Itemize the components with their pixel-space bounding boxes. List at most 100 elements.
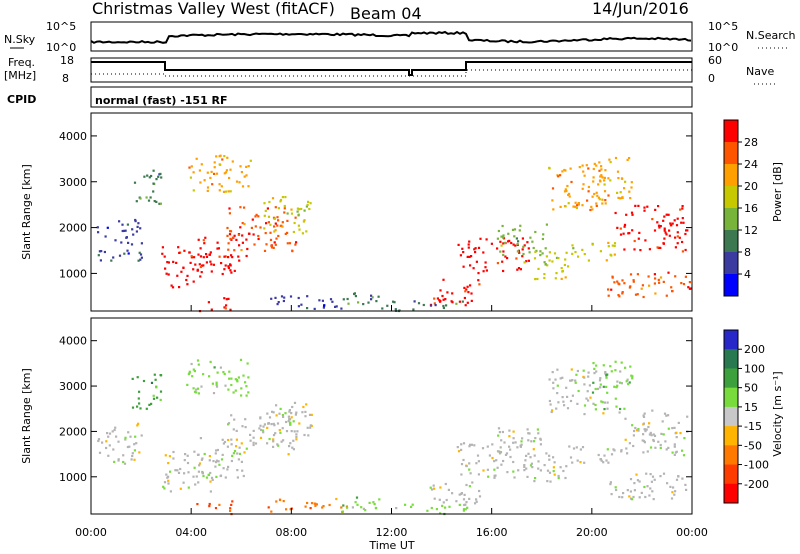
scatter-cell	[557, 401, 560, 404]
scatter-cell	[619, 227, 622, 230]
scatter-cell	[565, 189, 568, 193]
scatter-cell	[458, 503, 461, 506]
scatter-cell	[640, 491, 643, 494]
nsky-label: N.Sky	[4, 33, 36, 46]
scatter-cell	[600, 168, 603, 171]
scatter-cell	[212, 263, 215, 266]
scatter-cell	[569, 167, 572, 170]
scatter-cell	[563, 263, 566, 267]
scatter-cell	[534, 477, 537, 480]
scatter-cell	[262, 431, 265, 434]
scatter-cell	[477, 246, 481, 249]
scatter-cell	[533, 257, 537, 260]
scatter-cell	[439, 486, 442, 489]
scatter-cell	[302, 405, 305, 409]
scatter-cell	[215, 461, 218, 464]
scatter-cell	[641, 439, 644, 442]
scatter-cell	[609, 365, 612, 368]
scatter-cell	[231, 500, 234, 503]
scatter-cell	[131, 377, 134, 380]
scatter-cell	[501, 224, 504, 228]
scatter-cell	[548, 458, 551, 461]
scatter-cell	[462, 265, 465, 268]
scatter-cell	[633, 239, 636, 243]
scatter-cell	[293, 221, 296, 225]
scatter-cell	[546, 264, 549, 267]
scatter-cell	[215, 385, 219, 388]
scatter-cell	[281, 427, 284, 430]
cpid-panel	[90, 86, 693, 108]
scatter-cell	[599, 180, 602, 183]
scatter-cell	[134, 435, 137, 438]
scatter-cell	[448, 505, 451, 508]
scatter-cell	[577, 389, 580, 393]
scatter-cell	[219, 474, 223, 477]
scatter-cell	[137, 397, 140, 400]
scatter-cell	[567, 202, 570, 205]
scatter-cell	[200, 271, 203, 274]
scatter-cell	[519, 268, 522, 271]
scatter-cell	[237, 376, 240, 379]
scatter-cell	[313, 307, 316, 310]
scatter-cell	[678, 236, 681, 239]
scatter-cell	[600, 459, 603, 462]
scatter-cell	[571, 394, 574, 397]
scatter-cell	[603, 183, 606, 186]
scatter-cell	[289, 423, 292, 426]
scatter-cell	[301, 411, 304, 414]
scatter-cell	[293, 401, 297, 404]
scatter-cell	[561, 270, 564, 273]
scatter-cell	[473, 444, 476, 447]
scatter-cell	[464, 290, 467, 293]
scatter-cell	[295, 435, 298, 439]
scatter-cell	[628, 232, 631, 235]
scatter-cell	[118, 220, 121, 223]
scatter-cell	[300, 207, 303, 211]
scatter-cell	[551, 371, 554, 374]
scatter-cell	[591, 195, 594, 198]
scatter-cell	[198, 169, 201, 172]
scatter-cell	[430, 506, 433, 510]
scatter-cell	[221, 438, 224, 441]
scatter-cell	[231, 160, 234, 163]
scatter-cell	[650, 434, 653, 437]
scatter-cell	[439, 512, 442, 515]
scatter-cell	[241, 222, 244, 225]
scatter-cell	[671, 222, 674, 225]
scatter-cell	[265, 222, 268, 225]
scatter-cell	[201, 457, 204, 460]
scatter-cell	[270, 297, 273, 300]
scatter-cell	[101, 441, 104, 444]
scatter-cell	[283, 204, 286, 208]
scatter-cell	[671, 290, 674, 293]
scatter-cell	[230, 414, 233, 417]
scatter-cell	[431, 488, 434, 491]
scatter-cell	[606, 391, 609, 394]
scatter-cell	[466, 301, 469, 304]
scatter-cell	[546, 469, 550, 472]
scatter-cell	[623, 223, 627, 226]
scatter-cell	[198, 263, 201, 266]
scatter-cell	[245, 165, 248, 168]
scatter-cell	[243, 222, 246, 226]
scatter-cell	[99, 259, 102, 262]
scatter-cell	[238, 181, 241, 184]
scatter-cell	[433, 297, 436, 300]
scatter-cell	[660, 432, 663, 435]
nsky-tick-low: 10^0	[46, 41, 76, 54]
scatter-cell	[188, 251, 191, 254]
scatter-cell	[648, 422, 651, 425]
scatter-cell	[564, 276, 567, 279]
scatter-cell	[629, 285, 632, 288]
scatter-cell	[190, 362, 193, 366]
scatter-cell	[188, 166, 191, 169]
scatter-cell	[637, 237, 640, 240]
scatter-cell	[231, 454, 234, 457]
scatter-cell	[130, 458, 133, 461]
scatter-cell	[526, 475, 529, 478]
scatter-cell	[304, 415, 307, 418]
scatter-cell	[618, 295, 621, 298]
scatter-cell	[517, 469, 520, 472]
